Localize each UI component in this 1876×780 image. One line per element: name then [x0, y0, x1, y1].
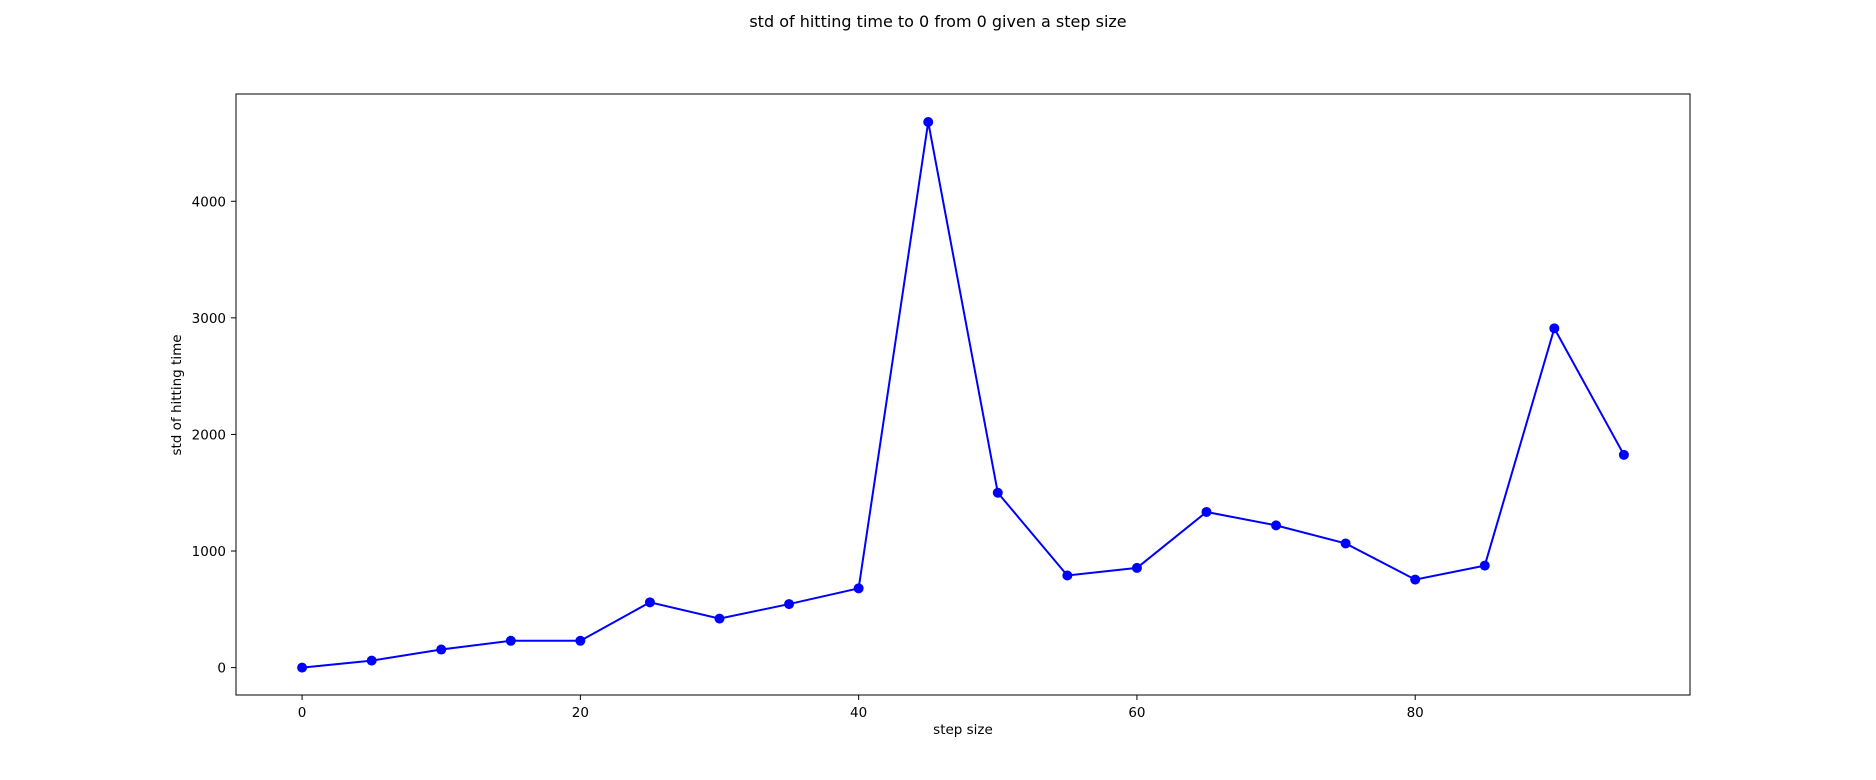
data-point [366, 655, 377, 666]
x-tick-label: 0 [298, 705, 307, 721]
data-point [1271, 520, 1282, 531]
y-tick-label: 1000 [192, 544, 226, 560]
data-point [1618, 449, 1629, 460]
data-point [575, 635, 586, 646]
y-axis-label: std of hitting time [169, 334, 185, 455]
data-point [1131, 562, 1142, 573]
data-point [1549, 323, 1560, 334]
data-point [1201, 506, 1212, 517]
data-point [644, 597, 655, 608]
y-axis: 0 1000 2000 3000 4000 [192, 194, 236, 677]
plot-area [235, 93, 1691, 696]
data-points [297, 116, 1629, 673]
x-axis-label: step size [933, 722, 993, 738]
data-point [853, 583, 864, 594]
y-tick-label: 2000 [192, 427, 226, 443]
x-axis: 0 20 40 60 80 [298, 695, 1424, 721]
data-point [1340, 538, 1351, 549]
y-tick-label: 3000 [192, 311, 226, 327]
data-point [714, 613, 725, 624]
y-tick-label: 0 [217, 661, 226, 677]
data-point [1062, 570, 1073, 581]
x-tick-label: 80 [1407, 705, 1424, 721]
series-line [301, 121, 1625, 669]
x-tick-label: 60 [1128, 705, 1145, 721]
x-tick-label: 40 [850, 705, 867, 721]
data-point [992, 487, 1003, 498]
data-point [784, 599, 795, 610]
y-tick-label: 4000 [192, 194, 226, 210]
x-tick-label: 20 [572, 705, 589, 721]
chart-title: std of hitting time to 0 from 0 given a … [749, 12, 1126, 31]
data-point [505, 635, 516, 646]
data-point [1410, 574, 1421, 585]
data-point [923, 116, 934, 127]
data-point [436, 644, 447, 655]
data-point [1479, 560, 1490, 571]
data-point [297, 662, 308, 673]
